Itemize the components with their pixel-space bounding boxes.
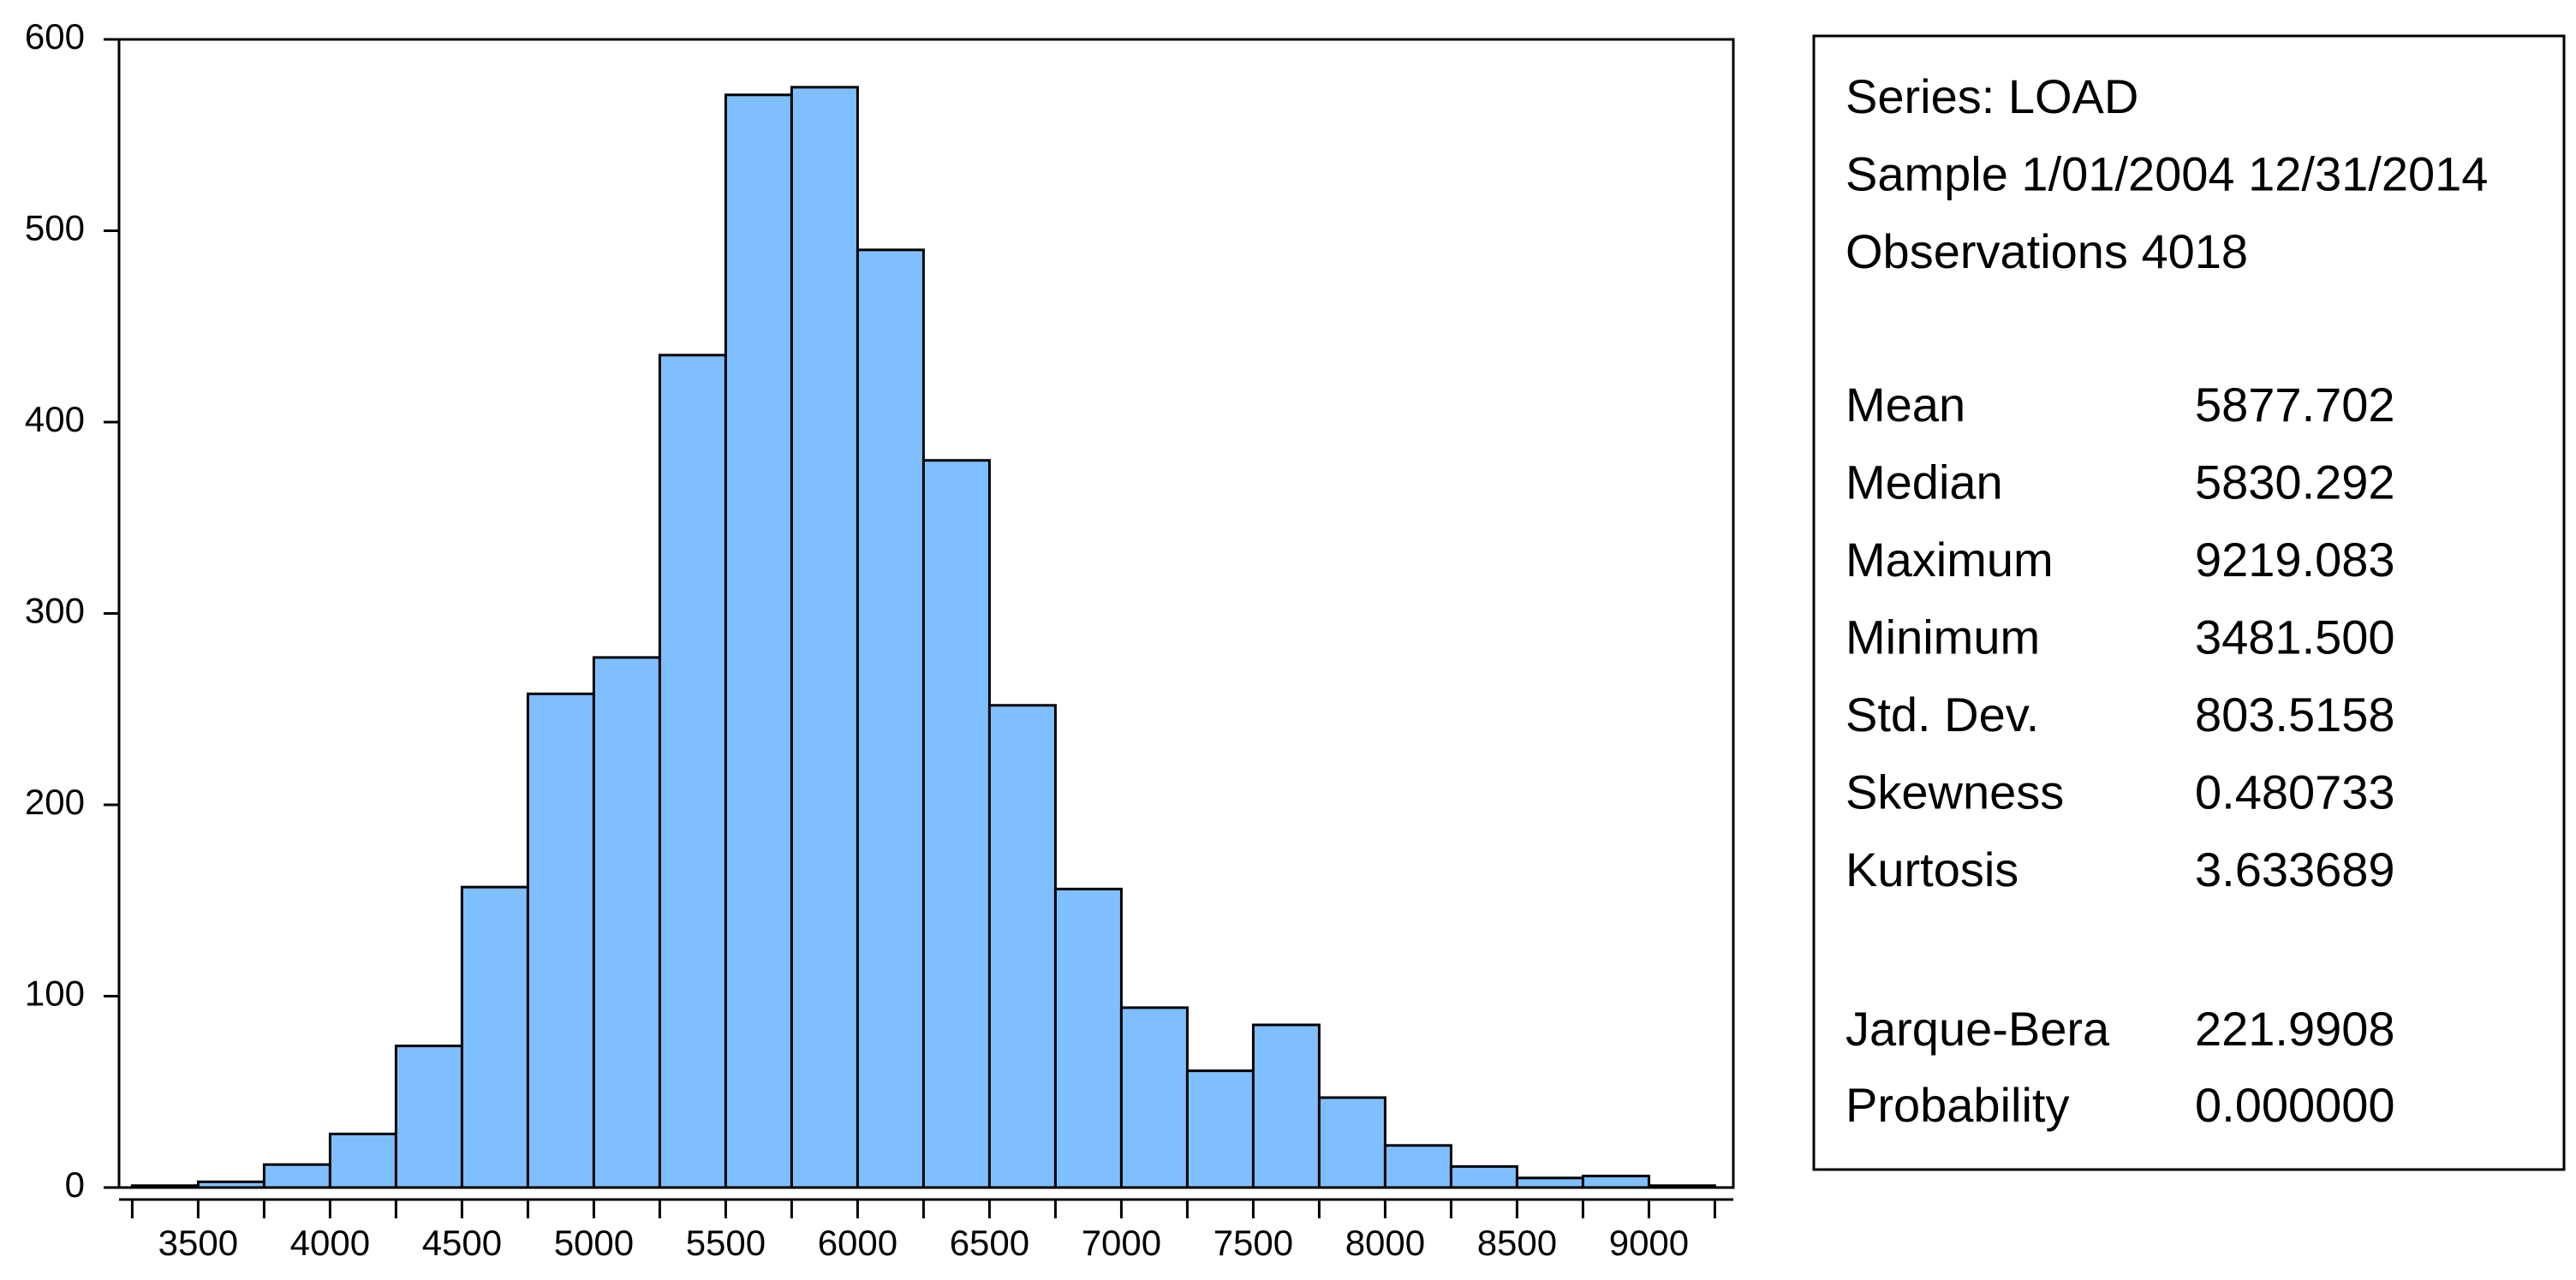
bar xyxy=(921,459,991,1189)
x-tick-label: 7000 xyxy=(1082,1223,1161,1263)
y-tick-label: 500 xyxy=(25,208,85,248)
bar xyxy=(328,1132,397,1189)
stat-label: Kurtosis xyxy=(1846,842,2018,896)
stat-value: 803.5158 xyxy=(2195,688,2395,741)
stat-value: 5830.292 xyxy=(2195,455,2395,509)
x-tick-label: 5500 xyxy=(686,1223,766,1263)
test-label: Probability xyxy=(1846,1078,2069,1132)
bar xyxy=(592,656,661,1189)
y-tick-label: 300 xyxy=(25,591,85,631)
bar xyxy=(1119,1006,1189,1189)
y-tick-label: 600 xyxy=(25,16,85,57)
stats-header: Series: LOAD xyxy=(1846,69,2138,123)
x-tick-label: 4000 xyxy=(290,1223,370,1263)
stat-label: Maximum xyxy=(1846,533,2054,586)
bar xyxy=(1383,1144,1452,1189)
y-tick-label: 100 xyxy=(25,973,85,1014)
bar xyxy=(394,1045,463,1189)
test-value: 221.9908 xyxy=(2195,1002,2395,1056)
y-tick-label: 200 xyxy=(25,782,85,822)
x-tick-label: 8500 xyxy=(1477,1223,1557,1263)
stat-value: 9219.083 xyxy=(2195,533,2395,586)
stats-box xyxy=(1812,34,2566,1171)
stat-label: Std. Dev. xyxy=(1846,688,2039,741)
bar xyxy=(526,692,595,1189)
bar xyxy=(987,704,1057,1189)
test-value: 0.000000 xyxy=(2195,1078,2395,1132)
bar xyxy=(856,248,925,1189)
x-tick-label: 8000 xyxy=(1345,1223,1425,1263)
stat-label: Mean xyxy=(1846,378,1965,432)
bar xyxy=(1581,1175,1650,1189)
bar xyxy=(1317,1096,1386,1189)
bar xyxy=(1449,1164,1518,1189)
bar xyxy=(1251,1023,1321,1189)
stat-value: 3481.500 xyxy=(2195,610,2395,664)
bar xyxy=(460,885,529,1189)
test-label: Jarque-Bera xyxy=(1846,1002,2110,1056)
bar xyxy=(1185,1069,1255,1189)
stat-value: 3.633689 xyxy=(2195,842,2395,896)
x-tick-label: 3500 xyxy=(158,1223,238,1263)
stats-header: Observations 4018 xyxy=(1846,224,2248,278)
bar xyxy=(790,86,859,1189)
x-tick-label: 4500 xyxy=(422,1223,502,1263)
y-tick-label: 0 xyxy=(65,1164,85,1205)
stat-label: Minimum xyxy=(1846,610,2040,664)
bar xyxy=(1515,1176,1584,1189)
y-tick-label: 400 xyxy=(25,399,85,439)
stat-label: Median xyxy=(1846,455,2003,509)
stat-value: 5877.702 xyxy=(2195,378,2395,432)
x-tick-label: 6000 xyxy=(818,1223,897,1263)
stat-label: Skewness xyxy=(1846,765,2064,819)
bar xyxy=(658,354,727,1189)
bar xyxy=(724,93,793,1189)
bar xyxy=(262,1163,331,1189)
stats-header: Sample 1/01/2004 12/31/2014 xyxy=(1846,146,2488,200)
x-tick-label: 7500 xyxy=(1213,1223,1293,1263)
stat-value: 0.480733 xyxy=(2195,765,2395,819)
x-tick-label: 9000 xyxy=(1609,1223,1689,1263)
x-tick-label: 5000 xyxy=(554,1223,634,1263)
x-tick-label: 6500 xyxy=(950,1223,1029,1263)
bar xyxy=(1053,887,1123,1189)
